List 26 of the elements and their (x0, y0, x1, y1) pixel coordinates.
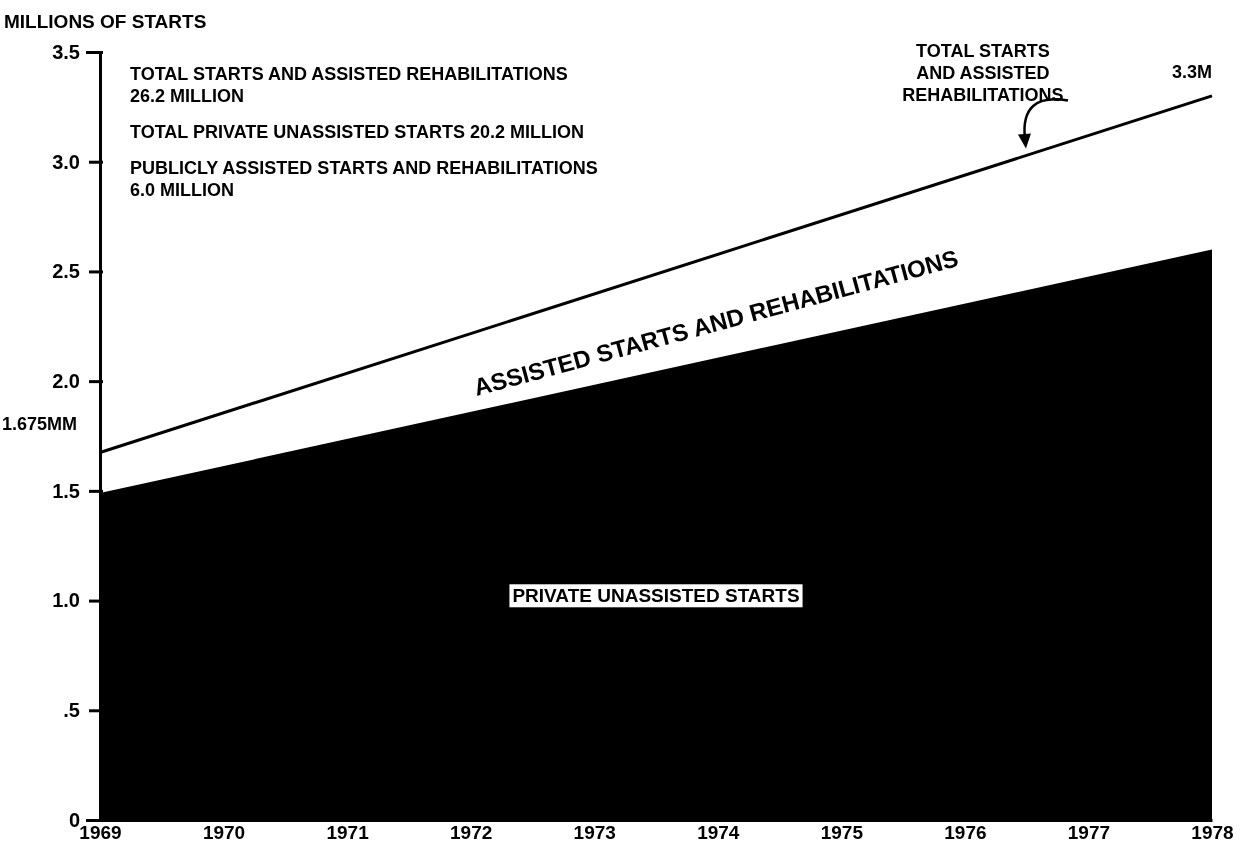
y-tick-label: 2.5 (52, 260, 80, 283)
data-label: 3.3M (1171, 61, 1212, 82)
annotation: PUBLICLY ASSISTED STARTS AND REHABILITATIONS 6.0 MILLION (130, 158, 598, 200)
x-tick-label: 1971 (326, 822, 370, 844)
y-tick-label: 0 (68, 808, 80, 831)
y-tick-label: 1.5 (52, 479, 80, 502)
x-tick-label: 1969 (79, 822, 122, 844)
x-tick-label: 1977 (1067, 822, 1111, 844)
x-tick-label: 1973 (573, 822, 616, 844)
annotation: TOTAL PRIVATE UNASSISTED STARTS 20.2 MILLION (130, 122, 585, 142)
y-tick-label: 1.0 (52, 589, 80, 612)
x-tick-label: 1976 (944, 822, 987, 844)
y-tick-label: 2.0 (52, 370, 80, 393)
x-tick-label: 1972 (450, 822, 493, 844)
data-label: 1.675MM (2, 414, 78, 435)
y-axis-title: MILLIONS OF STARTS (4, 11, 207, 32)
x-tick-label: 1975 (820, 822, 864, 844)
x-tick-label: 1978 (1191, 822, 1234, 844)
x-tick-label: 1974 (697, 822, 740, 844)
y-tick-label: 3.5 (52, 40, 80, 63)
series-label: PRIVATE UNASSISTED STARTS (512, 585, 800, 607)
y-tick-label: .5 (63, 699, 80, 722)
x-tick-label: 1970 (202, 822, 246, 844)
annotation: TOTAL STARTS AND ASSISTED REHABILITATIONS 26.2 MILLION (130, 64, 568, 106)
y-tick-label: 3.0 (52, 150, 80, 173)
text: TOTAL STARTS AND ASSISTED REHABILITATIONS (902, 40, 1064, 105)
